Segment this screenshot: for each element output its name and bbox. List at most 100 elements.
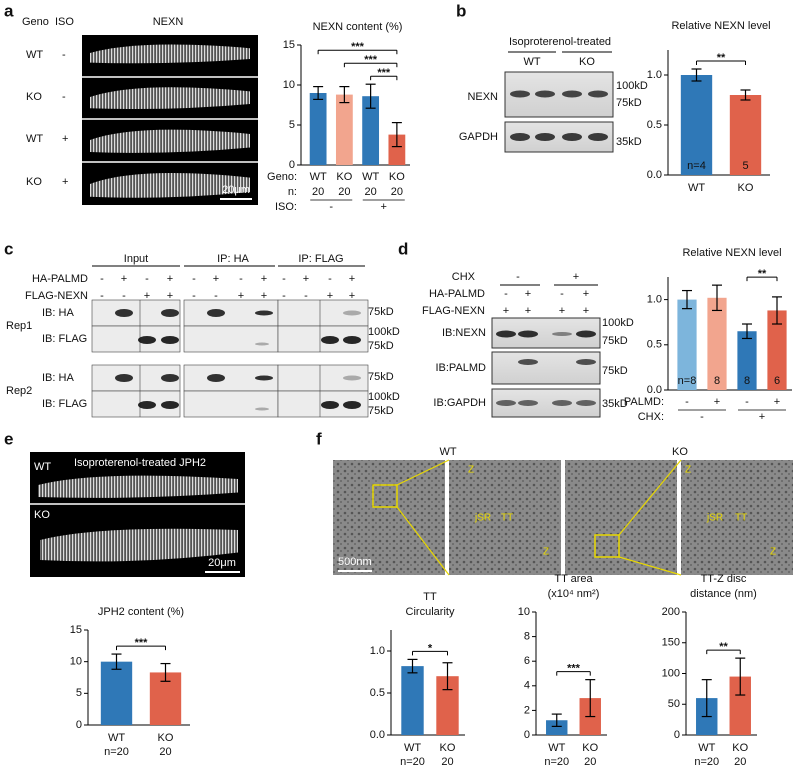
bar [362,96,380,165]
condition-label: HA-PALMD [429,288,485,300]
y-tick-label: 5 [289,119,295,131]
sign: - [304,290,308,302]
row-value: 20 [441,756,453,767]
bar [309,93,327,165]
structure-label: TT [735,513,747,524]
bar [100,661,133,725]
blot-band [343,336,361,344]
blot-band [562,90,582,98]
blot-band [343,375,361,381]
row-label: - [62,49,66,61]
y-tick-label: 4 [524,680,530,692]
bar [729,95,762,175]
row-value: + [774,396,780,408]
em-image [565,460,677,575]
sign: - [192,273,196,285]
image-title: Isoproterenol-treated JPH2 [74,457,206,469]
marker-label: 75kD [368,405,394,417]
marker-label: 35kD [602,398,628,410]
blot-band [161,374,179,382]
marker-label: 75kD [602,365,628,377]
y-tick-label: 8 [524,631,530,643]
sign: + [303,273,309,285]
blot-band [588,90,608,98]
n-label: n=8 [678,375,697,387]
row-value: 20 [734,756,746,767]
x-tick-label: KO [440,742,456,754]
sign: + [349,290,355,302]
row-value: KO [389,171,405,183]
blot-band [321,401,339,409]
blot-band [535,133,555,141]
sign: - [282,290,286,302]
blot-band [510,133,530,141]
rep-label: Rep1 [6,320,32,332]
row-value: 20 [159,746,171,758]
chart-title: (x10⁴ nm²) [548,588,600,600]
row-label: Geno: [267,171,297,183]
blot-title: Isoproterenol-treated [509,36,611,48]
row-label: CHX: [638,411,664,423]
sign: - [282,273,286,285]
y-tick-label: 10 [70,656,82,668]
x-tick-label: WT [548,742,565,754]
n-label: 6 [774,375,780,387]
chart-title: Relative NEXN level [682,247,781,259]
scale-label: 20μm [208,557,236,569]
zoom-box [372,484,398,508]
blot-band [255,407,269,411]
marker-label: 100kD [368,391,400,403]
row-value: 20 [338,186,350,198]
x-tick-label: WT [108,732,125,744]
row-value: 20 [312,186,324,198]
row-label: PALMD: [624,396,664,408]
structure-label: jSR [474,513,491,524]
sign: + [349,273,355,285]
bar [677,299,697,390]
blot-band [518,330,538,338]
blot-label: IB: HA [42,307,74,319]
chart-title: NEXN content (%) [313,21,403,33]
y-tick-label: 1.0 [647,294,662,306]
blot-band [496,400,516,406]
blot-band [518,400,538,406]
y-tick-label: 0.5 [647,119,662,131]
header: Geno [22,16,49,28]
marker-label: 100kD [616,80,648,92]
structure-label: Z [468,465,474,476]
condition-label: FLAG-NEXN [25,290,88,302]
blot-label: IB:NEXN [442,327,486,339]
blot [91,325,181,353]
sign: - [328,273,332,285]
group-label: IP: FLAG [298,253,343,265]
blot-band [576,330,596,338]
condition-label: FLAG-NEXN [422,305,485,317]
zoom-line [396,506,450,576]
y-tick-label: 0.0 [647,169,662,181]
cell-image [90,129,250,153]
blot-label: NEXN [467,91,498,103]
marker-label: 100kD [368,326,400,338]
sign: + [121,273,127,285]
row-value: + [381,201,387,213]
rep-label: Rep2 [6,385,32,397]
y-tick-label: 2 [524,704,530,716]
blot-band [552,332,572,336]
sign: + [583,288,589,300]
y-tick-label: 1.0 [370,645,385,657]
row-value: - [700,411,704,423]
blot-band [552,400,572,406]
sign: - [122,290,126,302]
y-tick-label: 0 [289,159,295,171]
zoom-line [396,459,450,486]
blot-band [321,336,339,344]
blot-label: IB:PALMD [435,362,486,374]
blot-band [343,401,361,409]
blot-band [115,374,133,382]
marker-label: 75kD [368,371,394,383]
sign: + [503,305,509,317]
y-tick-label: 0.0 [370,729,385,741]
chart-title: Circularity [406,606,455,618]
sign: - [504,288,508,300]
blot [277,364,369,392]
